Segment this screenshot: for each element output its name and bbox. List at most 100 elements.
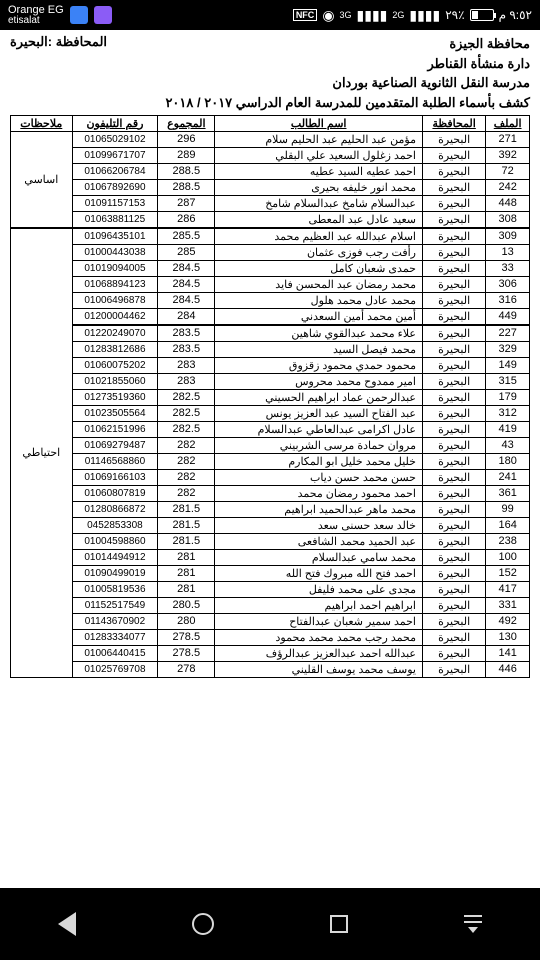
cell-file: 141: [486, 645, 530, 661]
cell-file: 13: [486, 244, 530, 260]
cell-name: احمد سمير شعبان عبدالفتاح: [215, 613, 423, 629]
cell-file: 33: [486, 260, 530, 276]
cell-phone: 01099671707: [72, 147, 158, 163]
cell-name: محمد رمضان عبد المحسن فايد: [215, 276, 423, 292]
table-row: 449البحيرةأمين محمد أمين السعدني28401200…: [11, 308, 530, 325]
cell-name: محمد رجب محمد محمد محمود: [215, 629, 423, 645]
cell-gov: البحيرة: [422, 163, 485, 179]
doc-title: كشف بأسماء الطلبة المتقدمين للمدرسة العا…: [10, 95, 530, 111]
cell-gov: البحيرة: [422, 179, 485, 195]
cell-name: محمد سامي عبدالسلام: [215, 549, 423, 565]
time-text: ٩:٥٢ م: [499, 8, 532, 22]
cell-phone: 01062151996: [72, 421, 158, 437]
cell-gov: البحيرة: [422, 645, 485, 661]
table-row: 238البحيرةعبد الحميد محمد الشافعى281.501…: [11, 533, 530, 549]
cell-file: 227: [486, 325, 530, 342]
header-left: المحافظة :البحيرة: [10, 34, 107, 93]
table-row: 242البحيرةمحمد انور خليفه بحيرى288.50106…: [11, 179, 530, 195]
cell-phone: 01068894123: [72, 276, 158, 292]
cell-phone: 01069279487: [72, 437, 158, 453]
battery-icon: [470, 9, 494, 21]
signal1-icon: ▮▮▮▮: [357, 7, 388, 24]
cell-file: 361: [486, 485, 530, 501]
cell-phone: 01069166103: [72, 469, 158, 485]
cell-gov: البحيرة: [422, 661, 485, 677]
cell-gov: البحيرة: [422, 341, 485, 357]
document-content: محافظة الجيزة دارة منشأة القناطر مدرسة ا…: [0, 30, 540, 888]
cell-phone: 01066206784: [72, 163, 158, 179]
cell-name: أمين محمد أمين السعدني: [215, 308, 423, 325]
cell-total: 284: [158, 308, 215, 325]
cell-file: 312: [486, 405, 530, 421]
col-name: اسم الطالب: [215, 115, 423, 131]
cell-name: خليل محمد خليل ابو المكارم: [215, 453, 423, 469]
status-right: ٩:٥٢ م ٪٢٩ ▮▮▮▮ 2G ▮▮▮▮ 3G ◉ NFC: [293, 7, 532, 24]
cell-name: اسلام عبدالله عبد العظيم محمد: [215, 228, 423, 245]
cell-total: 282: [158, 485, 215, 501]
table-row: 309البحيرةاسلام عبدالله عبد العظيم محمد2…: [11, 228, 530, 245]
back-button[interactable]: [58, 912, 76, 936]
cell-gov: البحيرة: [422, 405, 485, 421]
cell-file: 43: [486, 437, 530, 453]
cell-name: عبد الفتاح السيد عبد العزيز يونس: [215, 405, 423, 421]
cell-phone: 01143670902: [72, 613, 158, 629]
gov-line3: مدرسة النقل الثانوية الصناعية بوردان: [332, 73, 530, 93]
col-notes: ملاحظات: [11, 115, 73, 131]
cell-gov: البحيرة: [422, 308, 485, 325]
cell-file: 446: [486, 661, 530, 677]
cell-file: 315: [486, 373, 530, 389]
cell-total: 283.5: [158, 341, 215, 357]
table-row: 329البحيرةمحمد فيصل السيد283.50128381268…: [11, 341, 530, 357]
cell-file: 417: [486, 581, 530, 597]
cell-name: رأفت رجب فوزى عثمان: [215, 244, 423, 260]
cell-total: 284.5: [158, 276, 215, 292]
home-button[interactable]: [192, 913, 214, 935]
table-row: 448البحيرةعبدالسلام شامخ عبدالسلام شامخ2…: [11, 195, 530, 211]
cell-total: 296: [158, 131, 215, 147]
cell-file: 492: [486, 613, 530, 629]
cell-name: عبدالرحمن عماد ابراهيم الحسيني: [215, 389, 423, 405]
table-body: 271البحيرةمؤمن عبد الحليم عبد الحليم سلا…: [11, 131, 530, 677]
cell-file: 241: [486, 469, 530, 485]
cell-total: 282.5: [158, 421, 215, 437]
cell-gov: البحيرة: [422, 581, 485, 597]
cell-phone: 01096435101: [72, 228, 158, 245]
app-icon[interactable]: [94, 6, 112, 24]
recent-button[interactable]: [330, 915, 348, 933]
carrier-text: Orange EG: [8, 5, 64, 16]
cell-total: 287: [158, 195, 215, 211]
notes-reserve: احتياطي: [11, 228, 73, 678]
cell-phone: 01283812686: [72, 341, 158, 357]
table-row: 492البحيرةاحمد سمير شعبان عبدالفتاح28001…: [11, 613, 530, 629]
cell-total: 278.5: [158, 645, 215, 661]
cell-file: 309: [486, 228, 530, 245]
cell-phone: 01021855060: [72, 373, 158, 389]
cell-total: 289: [158, 147, 215, 163]
cell-phone: 01065029102: [72, 131, 158, 147]
status-left: Orange EG etisalat: [8, 5, 112, 26]
table-row: 316البحيرةمحمد عادل محمد هلول284.5010064…: [11, 292, 530, 308]
cell-file: 99: [486, 501, 530, 517]
cell-name: احمد فتح الله مبروك فتح الله: [215, 565, 423, 581]
col-gov: المحافظة: [422, 115, 485, 131]
cell-name: عبد الحميد محمد الشافعى: [215, 533, 423, 549]
messages-icon[interactable]: [70, 6, 88, 24]
cell-name: محمود حمدي محمود زقزوق: [215, 357, 423, 373]
cell-phone: 01006440415: [72, 645, 158, 661]
cell-phone: 01220249070: [72, 325, 158, 342]
cell-gov: البحيرة: [422, 549, 485, 565]
cell-name: امير ممدوح محمد محروس: [215, 373, 423, 389]
menu-button[interactable]: [464, 915, 482, 933]
cell-file: 448: [486, 195, 530, 211]
cell-file: 331: [486, 597, 530, 613]
cell-total: 284.5: [158, 260, 215, 276]
table-row: 419البحيرةعادل اكرامى عبدالعاطي عبدالسلا…: [11, 421, 530, 437]
table-row: 306البحيرةمحمد رمضان عبد المحسن فايد284.…: [11, 276, 530, 292]
cell-gov: البحيرة: [422, 533, 485, 549]
cell-gov: البحيرة: [422, 421, 485, 437]
cell-name: مجدى على محمد فليفل: [215, 581, 423, 597]
cell-total: 281: [158, 581, 215, 597]
cell-total: 282.5: [158, 405, 215, 421]
table-row: 315البحيرةامير ممدوح محمد محروس283010218…: [11, 373, 530, 389]
cell-file: 238: [486, 533, 530, 549]
